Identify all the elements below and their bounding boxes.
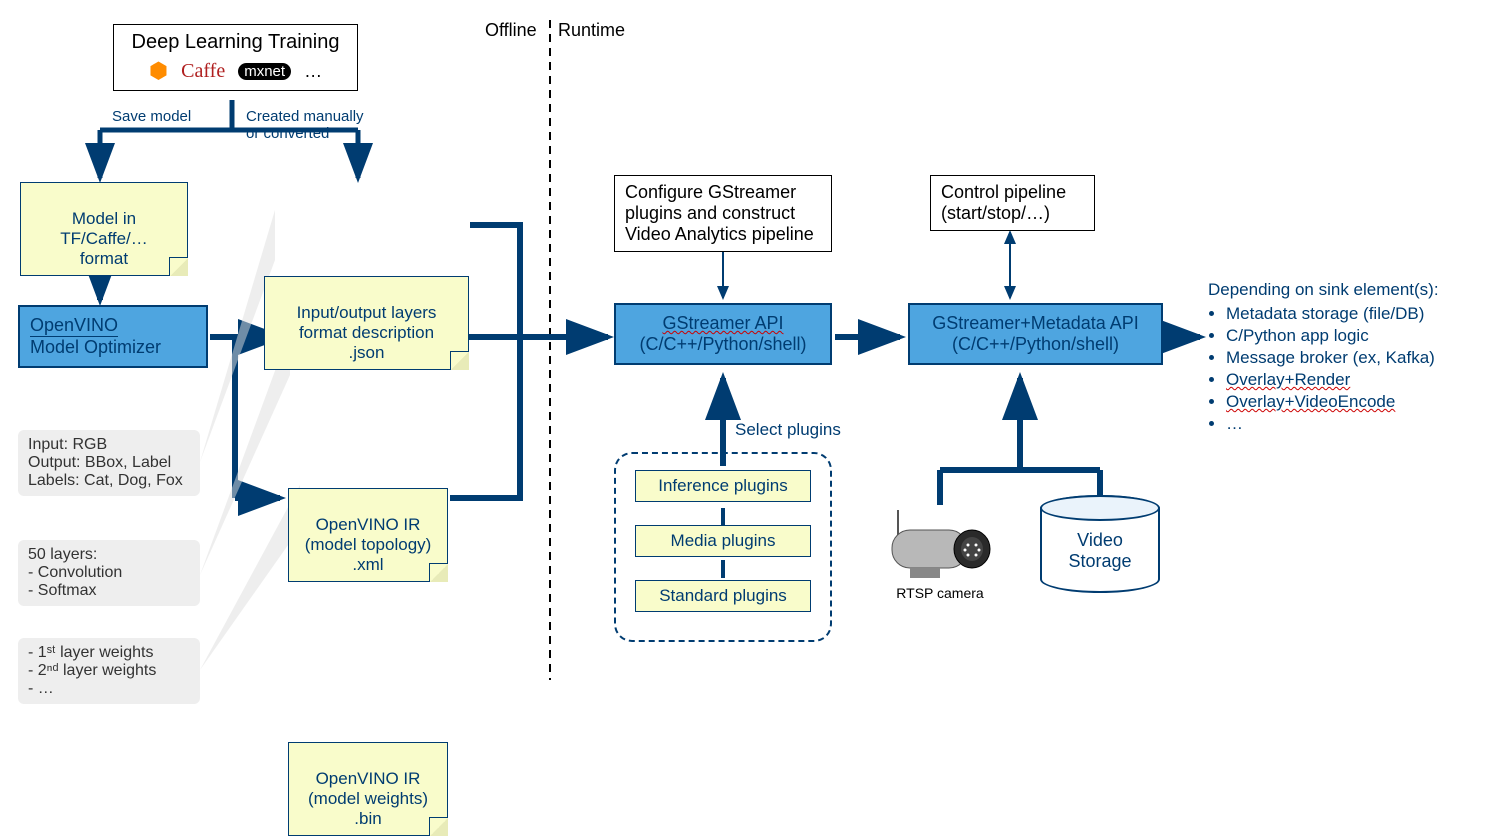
- mxnet-logo: mxnet: [238, 63, 291, 80]
- video-storage-label: Video Storage: [1040, 530, 1160, 572]
- sink-item: Overlay+Render: [1226, 370, 1488, 390]
- metadata-api-line2: (C/C++/Python/shell): [952, 334, 1119, 354]
- configure-box: Configure GStreamer plugins and construc…: [614, 175, 832, 252]
- sink-item: Message broker (ex, Kafka): [1226, 348, 1488, 368]
- rtsp-camera: RTSP camera: [880, 500, 1000, 601]
- sink-title: Depending on sink element(s):: [1208, 280, 1488, 300]
- camera-icon: [880, 500, 1000, 580]
- training-box: Deep Learning Training ⬢ Caffe mxnet …: [113, 24, 358, 91]
- metadata-api: GStreamer+Metadata API (C/C++/Python/she…: [908, 303, 1163, 365]
- more-frameworks: …: [304, 61, 322, 82]
- gstreamer-api: GStreamer API (C/C++/Python/shell): [614, 303, 832, 365]
- grey-io: Input: RGB Output: BBox, Label Labels: C…: [18, 430, 200, 496]
- model-optimizer-label: Model Optimizer: [30, 337, 161, 357]
- note-io-layers: Input/output layers format description .…: [264, 276, 469, 370]
- section-label-runtime: Runtime: [558, 20, 625, 41]
- plugin-standard: Standard plugins: [635, 580, 811, 612]
- note-ir-topology: OpenVINO IR (model topology) .xml: [288, 488, 448, 582]
- gstreamer-api-line2: (C/C++/Python/shell): [639, 334, 806, 354]
- sink-list: Depending on sink element(s): Metadata s…: [1208, 280, 1488, 436]
- note-ir-weights: OpenVINO IR (model weights) .bin: [288, 742, 448, 836]
- gstreamer-api-line1: GStreamer API: [662, 313, 783, 333]
- grey-layers: 50 layers: - Convolution - Softmax: [18, 540, 200, 606]
- openvino-optimizer: OpenVINO Model Optimizer: [18, 305, 208, 368]
- select-plugins-label: Select plugins: [735, 420, 841, 440]
- metadata-api-line1: GStreamer+Metadata API: [932, 313, 1139, 333]
- tensorflow-icon: ⬢: [149, 58, 168, 84]
- created-manually-label: Created manually or converted: [246, 108, 364, 142]
- note-ir-weights-text: OpenVINO IR (model weights) .bin: [308, 769, 428, 828]
- plugin-inference: Inference plugins: [635, 470, 811, 502]
- sink-items: Metadata storage (file/DB) C/Python app …: [1208, 304, 1488, 434]
- note-model-format-text: Model in TF/Caffe/… format: [60, 209, 148, 268]
- caffe-logo: Caffe: [181, 60, 225, 83]
- openvino-label: OpenVINO: [30, 315, 118, 337]
- camera-label: RTSP camera: [880, 585, 1000, 601]
- section-label-offline: Offline: [485, 20, 537, 41]
- sink-item: C/Python app logic: [1226, 326, 1488, 346]
- training-frameworks: ⬢ Caffe mxnet …: [124, 58, 347, 84]
- control-box: Control pipeline (start/stop/…): [930, 175, 1095, 231]
- sink-item: Overlay+VideoEncode: [1226, 392, 1488, 412]
- note-model-format: Model in TF/Caffe/… format: [20, 182, 188, 276]
- grey-weights: - 1ˢᵗ layer weights - 2ⁿᵈ layer weights …: [18, 638, 200, 704]
- note-ir-topology-text: OpenVINO IR (model topology) .xml: [305, 515, 432, 574]
- training-title: Deep Learning Training: [124, 31, 347, 54]
- sink-item: Metadata storage (file/DB): [1226, 304, 1488, 324]
- save-model-label: Save model: [112, 108, 191, 125]
- sink-item: …: [1226, 414, 1488, 434]
- note-io-layers-text: Input/output layers format description .…: [297, 303, 437, 362]
- plugin-media: Media plugins: [635, 525, 811, 557]
